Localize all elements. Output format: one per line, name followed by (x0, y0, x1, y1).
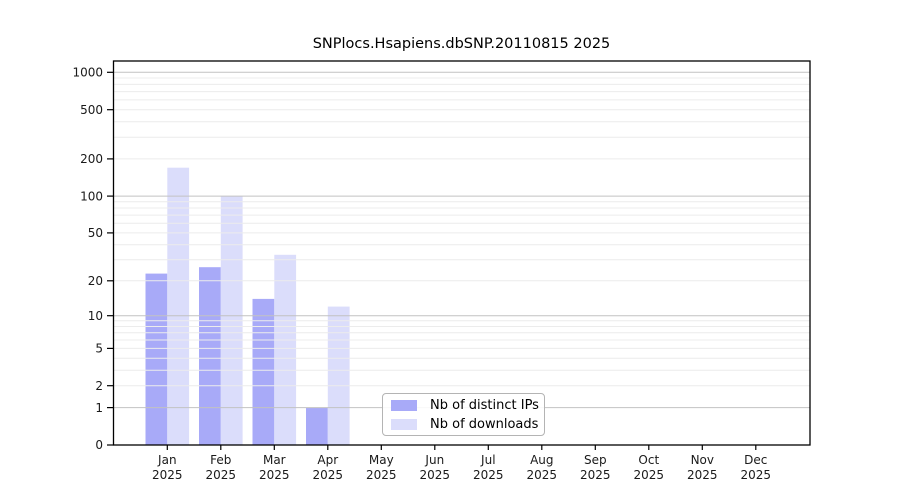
y-tick-label: 10 (88, 309, 103, 323)
x-tick-label-month: Jan (157, 453, 177, 467)
legend-item-downloads: Nb of downloads (383, 417, 544, 432)
x-tick-label-year: 2025 (313, 468, 344, 482)
y-tick-label: 20 (88, 274, 103, 288)
y-tick-label: 2 (95, 379, 103, 393)
y-tick-label: 100 (80, 189, 103, 203)
x-tick-label-year: 2025 (473, 468, 504, 482)
x-tick-label-year: 2025 (527, 468, 558, 482)
x-tick-label-year: 2025 (206, 468, 237, 482)
legend-item-distinct-ips: Nb of distinct IPs (383, 398, 544, 413)
x-tick-label-month: Mar (263, 453, 286, 467)
y-tick-label: 50 (88, 226, 103, 240)
y-tick-label: 200 (80, 152, 103, 166)
x-tick-label-month: Dec (744, 453, 767, 467)
bar-distinct-ips-apr (306, 407, 328, 445)
bar-distinct-ips-feb (199, 267, 221, 445)
x-tick-label-month: Sep (584, 453, 607, 467)
x-tick-label-month: Feb (210, 453, 231, 467)
bar-distinct-ips-jan (145, 273, 168, 445)
legend-label-distinct-ips: Nb of distinct IPs (430, 397, 539, 413)
x-tick-label-year: 2025 (152, 468, 183, 482)
x-tick-label-month: Aug (530, 453, 553, 467)
x-tick-label-month: Nov (691, 453, 714, 467)
bar-distinct-ips-mar (252, 298, 275, 445)
x-tick-label-year: 2025 (687, 468, 718, 482)
x-tick-label-month: May (369, 453, 394, 467)
y-tick-label: 1000 (72, 66, 103, 80)
bar-downloads-mar (274, 254, 297, 445)
legend-swatch-downloads (391, 418, 417, 430)
x-tick-label-year: 2025 (634, 468, 665, 482)
bar-downloads-jan (167, 167, 190, 445)
y-tick-label: 1 (95, 401, 103, 415)
x-tick-label-month: Jun (424, 453, 444, 467)
bar-downloads-apr (327, 306, 350, 445)
y-tick-label: 500 (80, 103, 103, 117)
x-tick-label-month: Jul (480, 453, 495, 467)
x-tick-label-year: 2025 (580, 468, 611, 482)
chart-title: SNPlocs.Hsapiens.dbSNP.20110815 2025 (312, 36, 611, 52)
x-tick-label-month: Apr (317, 453, 338, 467)
y-tick-label: 5 (95, 342, 103, 356)
plot-frame (112, 60, 811, 446)
x-tick-label-year: 2025 (366, 468, 397, 482)
y-tick-label: 0 (95, 438, 103, 452)
legend: Nb of distinct IPs Nb of downloads (382, 393, 545, 436)
legend-swatch-distinct-ips (391, 399, 417, 411)
x-tick-label-month: Oct (638, 453, 659, 467)
x-tick-label-year: 2025 (741, 468, 772, 482)
x-tick-label-year: 2025 (420, 468, 451, 482)
x-tick-label-year: 2025 (259, 468, 290, 482)
legend-label-downloads: Nb of downloads (430, 416, 539, 432)
